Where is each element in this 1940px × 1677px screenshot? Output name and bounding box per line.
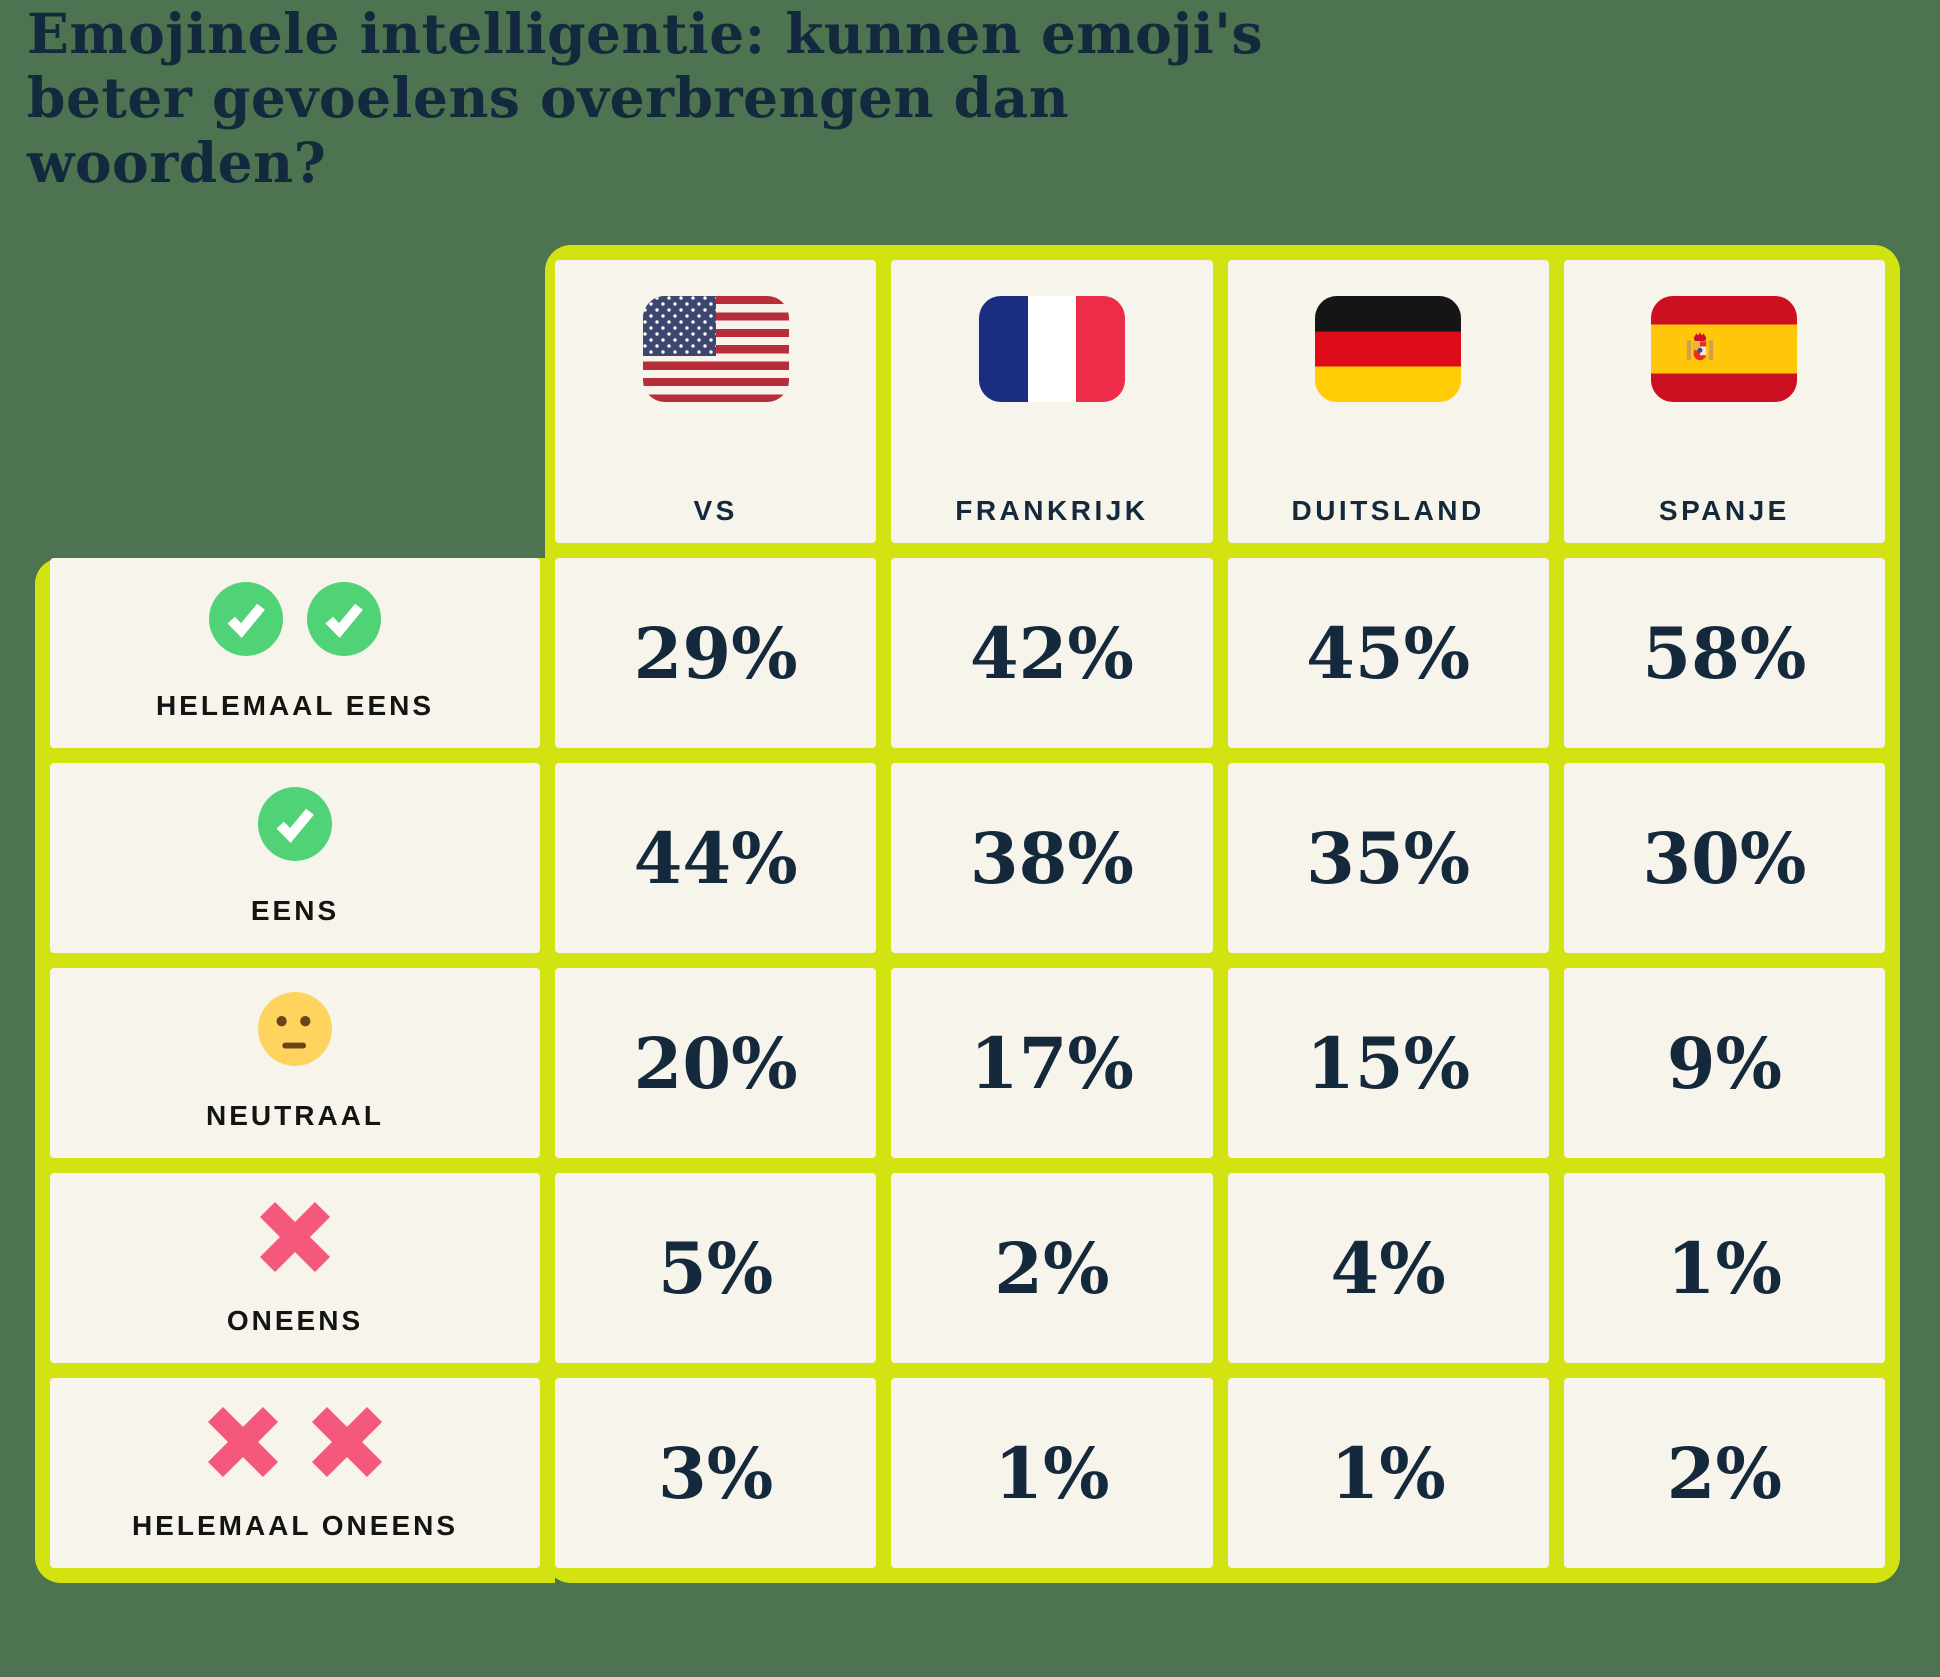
table-cell: 2%	[1563, 1378, 1885, 1568]
cell-value: 9%	[1666, 1021, 1782, 1105]
table-cell: 4%	[1227, 1173, 1549, 1363]
cell-value: 45%	[1306, 611, 1471, 695]
cross-mark-icon	[259, 1201, 331, 1273]
survey-table: VS FRANKRIJK DUITSLAND SPANJE	[35, 245, 1900, 1583]
cell-value: 3%	[658, 1431, 774, 1515]
france-flag-icon	[978, 296, 1125, 402]
cell-value: 38%	[969, 816, 1134, 900]
table-grid: VS FRANKRIJK DUITSLAND SPANJE	[35, 245, 1900, 1583]
row-icons	[258, 992, 332, 1066]
row-icons	[203, 1402, 387, 1482]
cell-value: 5%	[658, 1226, 774, 1310]
cell-value: 15%	[1306, 1021, 1471, 1105]
check-circle-icon	[258, 787, 332, 861]
cell-value: 58%	[1642, 611, 1807, 695]
empty-corner-cell	[50, 260, 540, 543]
cell-value: 30%	[1642, 816, 1807, 900]
table-cell: 3%	[555, 1378, 877, 1568]
us-flag-icon	[642, 296, 789, 402]
table-cell: 30%	[1563, 763, 1885, 953]
column-label: FRANKRIJK	[955, 495, 1149, 526]
cell-value: 4%	[1330, 1226, 1446, 1310]
neutral-face-icon	[258, 992, 332, 1066]
row-icons	[209, 582, 381, 656]
column-header-frankrijk: FRANKRIJK	[891, 260, 1213, 543]
row-label: EENS	[250, 895, 340, 926]
table-cell: 42%	[891, 558, 1213, 748]
row-icons	[255, 1197, 335, 1277]
column-label: VS	[693, 495, 738, 526]
cell-value: 20%	[633, 1021, 798, 1105]
cell-value: 1%	[1666, 1226, 1782, 1310]
column-header-spanje: SPANJE	[1563, 260, 1885, 543]
row-header-helemaal-oneens: HELEMAAL ONEENS	[50, 1378, 540, 1568]
table-cell: 1%	[891, 1378, 1213, 1568]
cell-value: 42%	[969, 611, 1134, 695]
row-header-oneens: ONEENS	[50, 1173, 540, 1363]
cell-value: 35%	[1306, 816, 1471, 900]
row-label: ONEENS	[226, 1305, 364, 1336]
table-cell: 1%	[1563, 1173, 1885, 1363]
table-cell: 2%	[891, 1173, 1213, 1363]
row-header-eens: EENS	[50, 763, 540, 953]
row-label: NEUTRAAL	[206, 1100, 384, 1131]
column-header-duitsland: DUITSLAND	[1227, 260, 1549, 543]
table-cell: 38%	[891, 763, 1213, 953]
table-cell: 35%	[1227, 763, 1549, 953]
cell-value: 1%	[1330, 1431, 1446, 1515]
cell-value: 2%	[994, 1226, 1110, 1310]
column-label: SPANJE	[1658, 495, 1790, 526]
table-cell: 5%	[555, 1173, 877, 1363]
check-circle-icon	[209, 582, 283, 656]
table-cell: 29%	[555, 558, 877, 748]
cross-mark-icon	[207, 1406, 279, 1478]
row-icons	[258, 787, 332, 861]
table-cell: 1%	[1227, 1378, 1549, 1568]
column-label: DUITSLAND	[1291, 495, 1485, 526]
table-cell: 15%	[1227, 968, 1549, 1158]
row-label: HELEMAAL ONEENS	[131, 1510, 459, 1541]
row-header-helemaal-eens: HELEMAAL EENS	[50, 558, 540, 748]
cell-value: 44%	[633, 816, 798, 900]
column-header-vs: VS	[555, 260, 877, 543]
table-cell: 9%	[1563, 968, 1885, 1158]
table-cell: 45%	[1227, 558, 1549, 748]
cell-value: 29%	[633, 611, 798, 695]
table-cell: 44%	[555, 763, 877, 953]
row-label: HELEMAAL EENS	[155, 690, 435, 721]
page-title: Emojinele intelligentie: kunnen emoji's …	[27, 1, 1263, 195]
check-circle-icon	[307, 582, 381, 656]
cell-value: 17%	[969, 1021, 1134, 1105]
table-cell: 17%	[891, 968, 1213, 1158]
row-header-neutraal: NEUTRAAL	[50, 968, 540, 1158]
germany-flag-icon	[1315, 296, 1462, 402]
table-cell: 20%	[555, 968, 877, 1158]
cell-value: 1%	[994, 1431, 1110, 1515]
spain-flag-icon	[1651, 296, 1798, 402]
cross-mark-icon	[311, 1406, 383, 1478]
table-cell: 58%	[1563, 558, 1885, 748]
cell-value: 2%	[1666, 1431, 1782, 1515]
